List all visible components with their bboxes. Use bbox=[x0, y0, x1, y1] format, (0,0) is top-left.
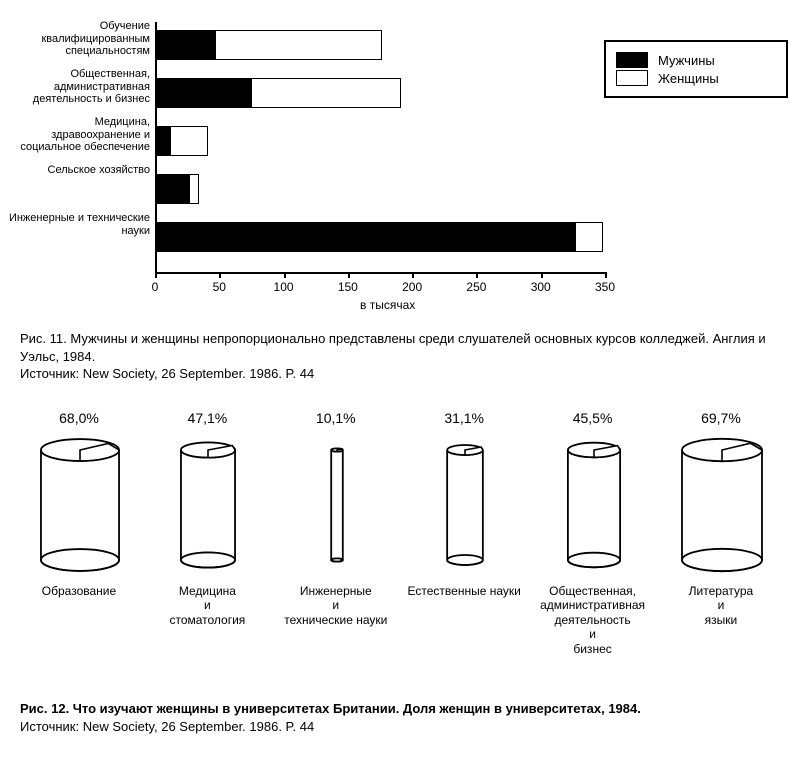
cylinder-item: 47,1% Медицинаистоматология bbox=[148, 410, 266, 664]
legend-box: Мужчины Женщины bbox=[604, 40, 788, 98]
bar-segment-men bbox=[157, 126, 170, 156]
bar-row bbox=[157, 126, 208, 156]
cylinder-icon bbox=[277, 436, 397, 576]
legend-label-men: Мужчины bbox=[658, 53, 715, 68]
x-tick-label: 300 bbox=[531, 280, 551, 294]
bar-row bbox=[157, 174, 199, 204]
bar-segment-women bbox=[575, 222, 603, 252]
cylinder-percent: 69,7% bbox=[662, 410, 780, 426]
fig11-caption-title: Рис. 11. Мужчины и женщины непропорциона… bbox=[20, 331, 766, 364]
cylinder-percent: 10,1% bbox=[277, 410, 395, 426]
x-tick-label: 150 bbox=[338, 280, 358, 294]
cylinder-label: Образование bbox=[20, 584, 138, 664]
cylinder-item: 68,0% Образование bbox=[20, 410, 138, 664]
x-tick bbox=[412, 272, 414, 278]
fig11-caption: Рис. 11. Мужчины и женщины непропорциона… bbox=[20, 330, 780, 383]
legend-swatch-women bbox=[616, 70, 648, 86]
x-tick-label: 50 bbox=[213, 280, 226, 294]
x-tick bbox=[219, 272, 221, 278]
legend-swatch-men bbox=[616, 52, 648, 68]
bar-segment-men bbox=[157, 174, 189, 204]
bar-segment-women bbox=[215, 30, 382, 60]
bar-segment-men bbox=[157, 222, 575, 252]
cylinder-icon bbox=[405, 436, 525, 576]
cylinder-percent: 68,0% bbox=[20, 410, 138, 426]
bar-segment-men bbox=[157, 78, 251, 108]
bar-label: Инженерные и технические науки bbox=[5, 212, 150, 237]
cylinder-icon bbox=[662, 436, 782, 576]
cylinder-icon bbox=[20, 436, 140, 576]
bar-label: Сельское хозяйство bbox=[5, 164, 150, 177]
bar-label: Общественная, административная деятельно… bbox=[5, 68, 150, 106]
cylinder-label: Общественная,административная деятельнос… bbox=[534, 584, 652, 664]
bar-label: Обучение квалифицированным специальностя… bbox=[5, 20, 150, 58]
cylinder-item: 31,1% Естественные науки bbox=[405, 410, 523, 664]
bar-segment-women bbox=[189, 174, 199, 204]
page-root: { "colors": { "men": "#000000", "women":… bbox=[0, 0, 800, 776]
cylinder-label: Литератураиязыки bbox=[662, 584, 780, 664]
cylinder-item: 69,7% Литератураиязыки bbox=[662, 410, 780, 664]
bar-segment-women bbox=[251, 78, 401, 108]
cylinder-label: Медицинаистоматология bbox=[148, 584, 266, 664]
legend-label-women: Женщины bbox=[658, 71, 719, 86]
cylinder-percent: 31,1% bbox=[405, 410, 523, 426]
x-tick-label: 200 bbox=[402, 280, 422, 294]
cylinder-label: Инженерныеитехнические науки bbox=[277, 584, 395, 664]
bar-plot-area bbox=[155, 22, 607, 274]
x-tick bbox=[284, 272, 286, 278]
x-tick bbox=[605, 272, 607, 278]
cylinder-item: 45,5% Общественная,административная деяте… bbox=[534, 410, 652, 664]
cylinder-percent: 47,1% bbox=[148, 410, 266, 426]
x-tick-label: 350 bbox=[595, 280, 615, 294]
legend-item-women: Женщины bbox=[616, 70, 776, 86]
x-tick bbox=[541, 272, 543, 278]
fig12-cylinder-row: 68,0% Образование 47,1% Медицинаистоматолог… bbox=[20, 410, 780, 664]
fig11-caption-source: Источник: New Society, 26 September. 198… bbox=[20, 366, 314, 381]
cylinder-label: Естественные науки bbox=[405, 584, 523, 664]
legend-item-men: Мужчины bbox=[616, 52, 776, 68]
x-tick bbox=[155, 272, 157, 278]
x-tick bbox=[348, 272, 350, 278]
x-axis-label: в тысячах bbox=[360, 298, 415, 312]
x-tick bbox=[476, 272, 478, 278]
bar-row bbox=[157, 78, 401, 108]
cylinder-icon bbox=[534, 436, 654, 576]
bar-row bbox=[157, 222, 603, 252]
x-tick-label: 0 bbox=[152, 280, 159, 294]
bar-segment-women bbox=[170, 126, 209, 156]
cylinder-percent: 45,5% bbox=[534, 410, 652, 426]
cylinder-icon bbox=[148, 436, 268, 576]
bar-row bbox=[157, 30, 382, 60]
fig12-caption-source: Источник: New Society, 26 September. 198… bbox=[20, 719, 314, 734]
x-tick-label: 250 bbox=[466, 280, 486, 294]
fig12-caption-title: Рис. 12. Что изучают женщины в университ… bbox=[20, 701, 641, 716]
cylinder-item: 10,1% Инженерныеитехнические науки bbox=[277, 410, 395, 664]
bar-label: Медицина, здравоохранение и социальное о… bbox=[5, 116, 150, 154]
bar-segment-men bbox=[157, 30, 215, 60]
fig12-caption: Рис. 12. Что изучают женщины в университ… bbox=[20, 700, 780, 735]
x-tick-label: 100 bbox=[274, 280, 294, 294]
fig11-bar-chart: Обучение квалифицированным специальностя… bbox=[0, 10, 800, 320]
